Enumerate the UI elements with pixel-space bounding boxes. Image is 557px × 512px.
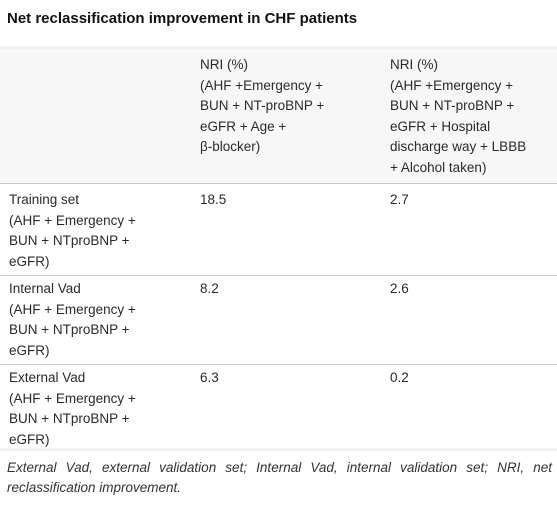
row-label-line: eGFR) (9, 342, 50, 358)
row-label: Training set (AHF + Emergency + BUN + NT… (9, 190, 136, 272)
header-col2-line: BUN + NT-proBNP + (390, 98, 515, 113)
row-col1-value: 6.3 (200, 370, 219, 385)
row-label-line: (AHF + Emergency + (9, 301, 136, 317)
row-label-line: Training set (9, 192, 80, 207)
row-col1-value: 8.2 (200, 281, 219, 296)
row-label-line: External Vad (9, 370, 86, 385)
row-label-line: eGFR) (9, 431, 50, 447)
header-col1-line: BUN + NT-proBNP + (200, 98, 325, 113)
header-col1: NRI (%) (AHF +Emergency + BUN + NT-proBN… (200, 55, 324, 158)
header-col1-line: β-blocker) (200, 139, 261, 154)
row-rule (0, 364, 557, 365)
row-label-line: Internal Vad (9, 281, 81, 296)
header-col2-line: + Alcohol taken) (390, 159, 487, 175)
header-rule (0, 183, 557, 184)
table-footnote: External Vad, external validation set; I… (7, 460, 552, 495)
bottom-band (0, 448, 557, 451)
row-label-line: BUN + NTproBNP + (9, 411, 130, 426)
header-col1-line: NRI (%) (200, 57, 248, 72)
row-label-line: eGFR) (9, 253, 50, 269)
row-label: Internal Vad (AHF + Emergency + BUN + NT… (9, 279, 136, 361)
row-col2-value: 2.6 (390, 281, 409, 296)
row-col2-value: 0.2 (390, 370, 409, 385)
row-col1-value: 18.5 (200, 192, 227, 207)
row-label-line: BUN + NTproBNP + (9, 322, 130, 337)
header-col2-line: eGFR + Hospital (390, 118, 491, 134)
top-band (0, 46, 557, 49)
row-col2-value: 2.7 (390, 192, 409, 207)
header-col2-line: discharge way + LBBB (390, 139, 527, 154)
header-background (0, 49, 557, 183)
header-col1-line: eGFR + Age + (200, 118, 287, 134)
row-label: External Vad (AHF + Emergency + BUN + NT… (9, 368, 136, 450)
row-label-line: BUN + NTproBNP + (9, 233, 130, 248)
table-title: Net reclassification improvement in CHF … (7, 10, 358, 27)
header-col2: NRI (%) (AHF +Emergency + BUN + NT-proBN… (390, 55, 526, 178)
row-rule (0, 275, 557, 276)
header-col1-line: (AHF +Emergency + (200, 77, 324, 93)
header-col2-line: (AHF +Emergency + (390, 77, 514, 93)
row-label-line: (AHF + Emergency + (9, 212, 136, 228)
header-col2-line: NRI (%) (390, 57, 438, 72)
row-label-line: (AHF + Emergency + (9, 390, 136, 406)
